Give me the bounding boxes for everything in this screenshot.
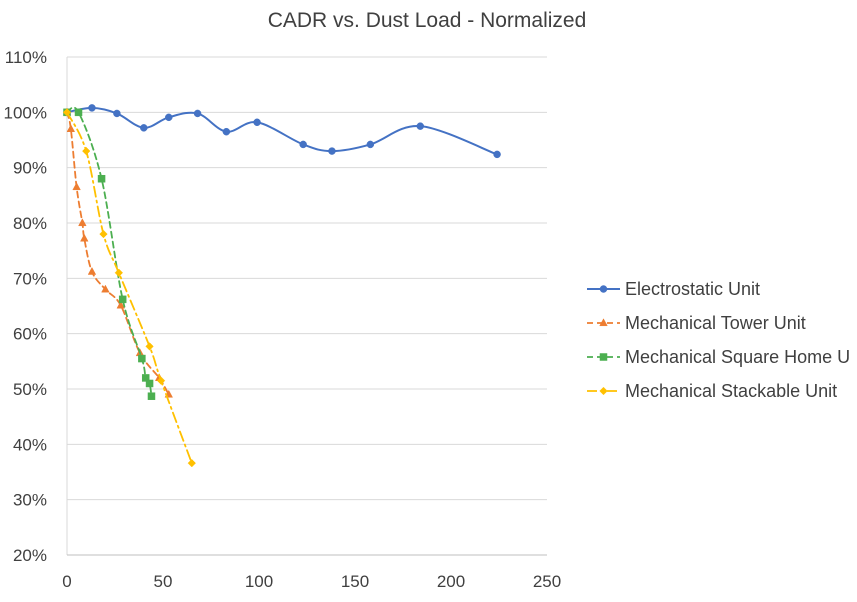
y-tick-label: 30% [13, 491, 47, 510]
series-2 [63, 106, 156, 400]
data-point [222, 127, 231, 136]
x-tick-label: 150 [341, 572, 369, 591]
legend-item: Mechanical Tower Unit [587, 313, 806, 333]
y-tick-label: 80% [13, 214, 47, 233]
data-point [88, 104, 96, 112]
data-point [156, 376, 166, 385]
data-point [78, 218, 87, 227]
data-point [66, 124, 76, 132]
y-tick-label: 50% [13, 380, 47, 399]
x-tick-label: 50 [154, 572, 173, 591]
data-point [416, 122, 425, 130]
data-point [145, 342, 154, 351]
axes: 20% 30% 40% 50% 60% 70% 80% 90% 100% 110% 0 50 100 15… [4, 48, 562, 591]
data-point [80, 233, 89, 242]
y-tick-label: 90% [13, 159, 47, 178]
series-layer [62, 104, 501, 468]
data-point [141, 374, 150, 382]
legend-label: Electrostatic Unit [625, 279, 760, 299]
y-tick-label: 20% [13, 546, 47, 565]
legend-label: Mechanical Square Home U [625, 347, 850, 367]
legend-item: Mechanical Square Home U [587, 347, 850, 367]
data-point [99, 229, 108, 239]
data-point [101, 284, 110, 293]
data-point [493, 150, 501, 159]
legend: Electrostatic Unit Mechanical Tower Unit M… [587, 279, 850, 401]
legend-swatch-marker [599, 353, 608, 361]
grid-lines [67, 56, 547, 501]
legend-swatch-marker [599, 386, 608, 396]
x-tick-label: 0 [62, 572, 71, 591]
data-point [74, 108, 83, 117]
data-point [165, 113, 173, 122]
data-point [116, 300, 125, 309]
data-point [97, 174, 106, 183]
data-point [366, 140, 375, 149]
legend-swatch-marker [599, 318, 608, 327]
legend-item: Electrostatic Unit [587, 279, 760, 299]
y-tick-label: 110% [5, 48, 47, 67]
data-point [140, 124, 148, 132]
data-point [145, 379, 154, 388]
legend-label: Mechanical Stackable Unit [625, 381, 837, 401]
data-point [113, 109, 121, 118]
data-point [299, 140, 307, 149]
data-point [87, 266, 97, 275]
data-point [72, 182, 81, 191]
data-point [253, 118, 261, 127]
y-tick-label: 70% [13, 269, 47, 288]
x-tick-label: 200 [437, 572, 465, 591]
x-tick-label: 100 [245, 572, 273, 591]
data-point [193, 109, 202, 118]
y-tick-label: 60% [13, 325, 47, 344]
legend-swatch-marker [599, 285, 608, 293]
data-point [138, 354, 146, 363]
y-tick-label: 40% [13, 435, 47, 454]
chart-title: CADR vs. Dust Load - Normalized [268, 9, 587, 32]
data-point [147, 392, 156, 400]
legend-item: Mechanical Stackable Unit [587, 381, 837, 401]
data-point [62, 108, 72, 117]
data-point [328, 147, 336, 155]
x-tick-label: 250 [533, 572, 561, 591]
data-point [118, 295, 127, 304]
legend-label: Mechanical Tower Unit [625, 313, 806, 333]
data-point [82, 146, 91, 156]
data-point [114, 268, 123, 277]
data-point [187, 458, 196, 468]
y-tick-label: 100% [4, 103, 47, 122]
series-3 [62, 108, 196, 468]
